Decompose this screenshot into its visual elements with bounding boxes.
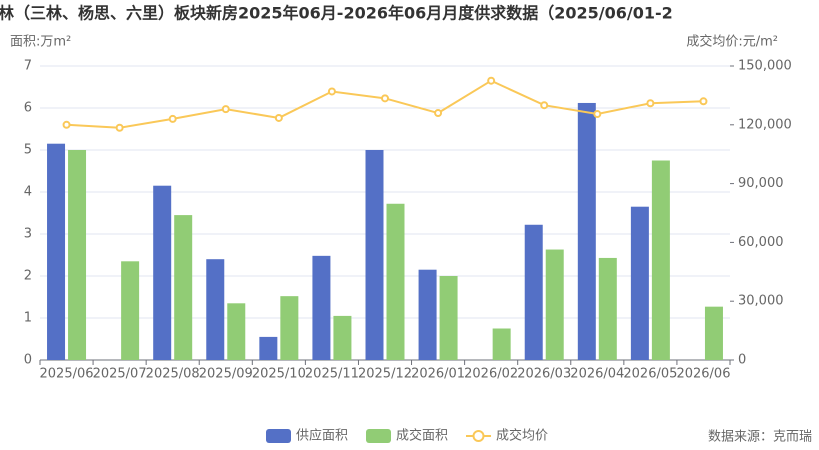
legend-label: 成交均价 <box>496 428 548 444</box>
bar <box>598 257 617 360</box>
bar <box>524 224 543 360</box>
x-tick-label: 2026/01 <box>411 367 465 382</box>
bar <box>47 143 66 360</box>
x-tick-label: 2025/10 <box>252 367 306 382</box>
line-point <box>540 101 549 110</box>
y2-tick-label: 150,000 <box>738 59 792 74</box>
x-tick-label: 2025/08 <box>146 367 200 382</box>
y-tick-label: 0 <box>24 353 32 368</box>
x-tick-label: 2026/02 <box>464 367 518 382</box>
line-point <box>487 76 496 85</box>
bar <box>68 150 87 360</box>
legend-label: 供应面积 <box>296 428 348 444</box>
x-tick-label: 2025/12 <box>358 367 412 382</box>
x-tick-label: 2025/06 <box>40 367 94 382</box>
bar <box>630 206 649 360</box>
y-axis-label: 面积:万m² <box>10 35 71 50</box>
line-point <box>699 97 708 106</box>
line-point <box>168 114 177 123</box>
y-tick-label: 3 <box>24 227 32 242</box>
bar <box>153 185 172 360</box>
line-point <box>274 113 283 122</box>
bar <box>121 261 140 360</box>
bar <box>365 150 384 360</box>
bar <box>577 102 596 361</box>
x-tick-label: 2026/03 <box>517 367 571 382</box>
bar <box>545 249 564 360</box>
y-tick-label: 7 <box>24 59 32 74</box>
line-point <box>221 105 230 114</box>
bar <box>704 306 723 360</box>
x-tick-label: 2026/04 <box>570 367 624 382</box>
bar <box>206 259 225 360</box>
chart-title: 林（三林、杨思、六里）板块新房2025年06月-2026年06月月度供求数据（2… <box>0 4 673 23</box>
y-tick-label: 2 <box>24 269 32 284</box>
bar <box>386 203 405 360</box>
bar <box>280 296 299 360</box>
y-tick-label: 4 <box>24 185 32 200</box>
y-tick-label: 1 <box>24 311 32 326</box>
y2-tick-label: 30,000 <box>738 294 784 309</box>
bar <box>439 276 458 360</box>
bar <box>259 336 278 360</box>
line-point <box>381 94 389 103</box>
x-tick-label: 2025/07 <box>93 367 147 382</box>
line-point <box>434 109 443 118</box>
line <box>66 79 704 129</box>
y-tick-label: 6 <box>24 101 32 116</box>
legend-label: 成交面积 <box>396 428 448 444</box>
x-tick-label: 2026/06 <box>676 367 730 382</box>
y-tick-label: 5 <box>24 143 32 158</box>
bar <box>174 215 193 360</box>
legend-swatch <box>266 429 291 443</box>
line-point <box>327 87 336 96</box>
bar <box>312 255 331 360</box>
y2-tick-label: 90,000 <box>738 176 784 191</box>
bar <box>333 315 352 360</box>
line-point <box>115 123 124 132</box>
y2-tick-label: 60,000 <box>738 235 784 250</box>
x-tick-label: 2026/05 <box>623 367 677 382</box>
x-tick-label: 2025/09 <box>199 367 253 382</box>
line-point <box>62 120 71 129</box>
line-point <box>646 99 655 108</box>
legend-swatch <box>366 429 391 443</box>
y2-axis-label: 成交均价:元/m² <box>686 34 778 50</box>
y2-tick-label: 120,000 <box>738 117 792 132</box>
line-point <box>593 110 602 119</box>
legend-swatch <box>472 430 485 442</box>
bar <box>492 328 511 360</box>
bar <box>651 160 670 360</box>
bar <box>227 303 246 360</box>
source: 数据来源：克而瑞 <box>708 430 812 445</box>
bar <box>418 269 437 360</box>
x-tick-label: 2025/11 <box>305 367 359 382</box>
y2-tick-label: 0 <box>738 353 746 368</box>
